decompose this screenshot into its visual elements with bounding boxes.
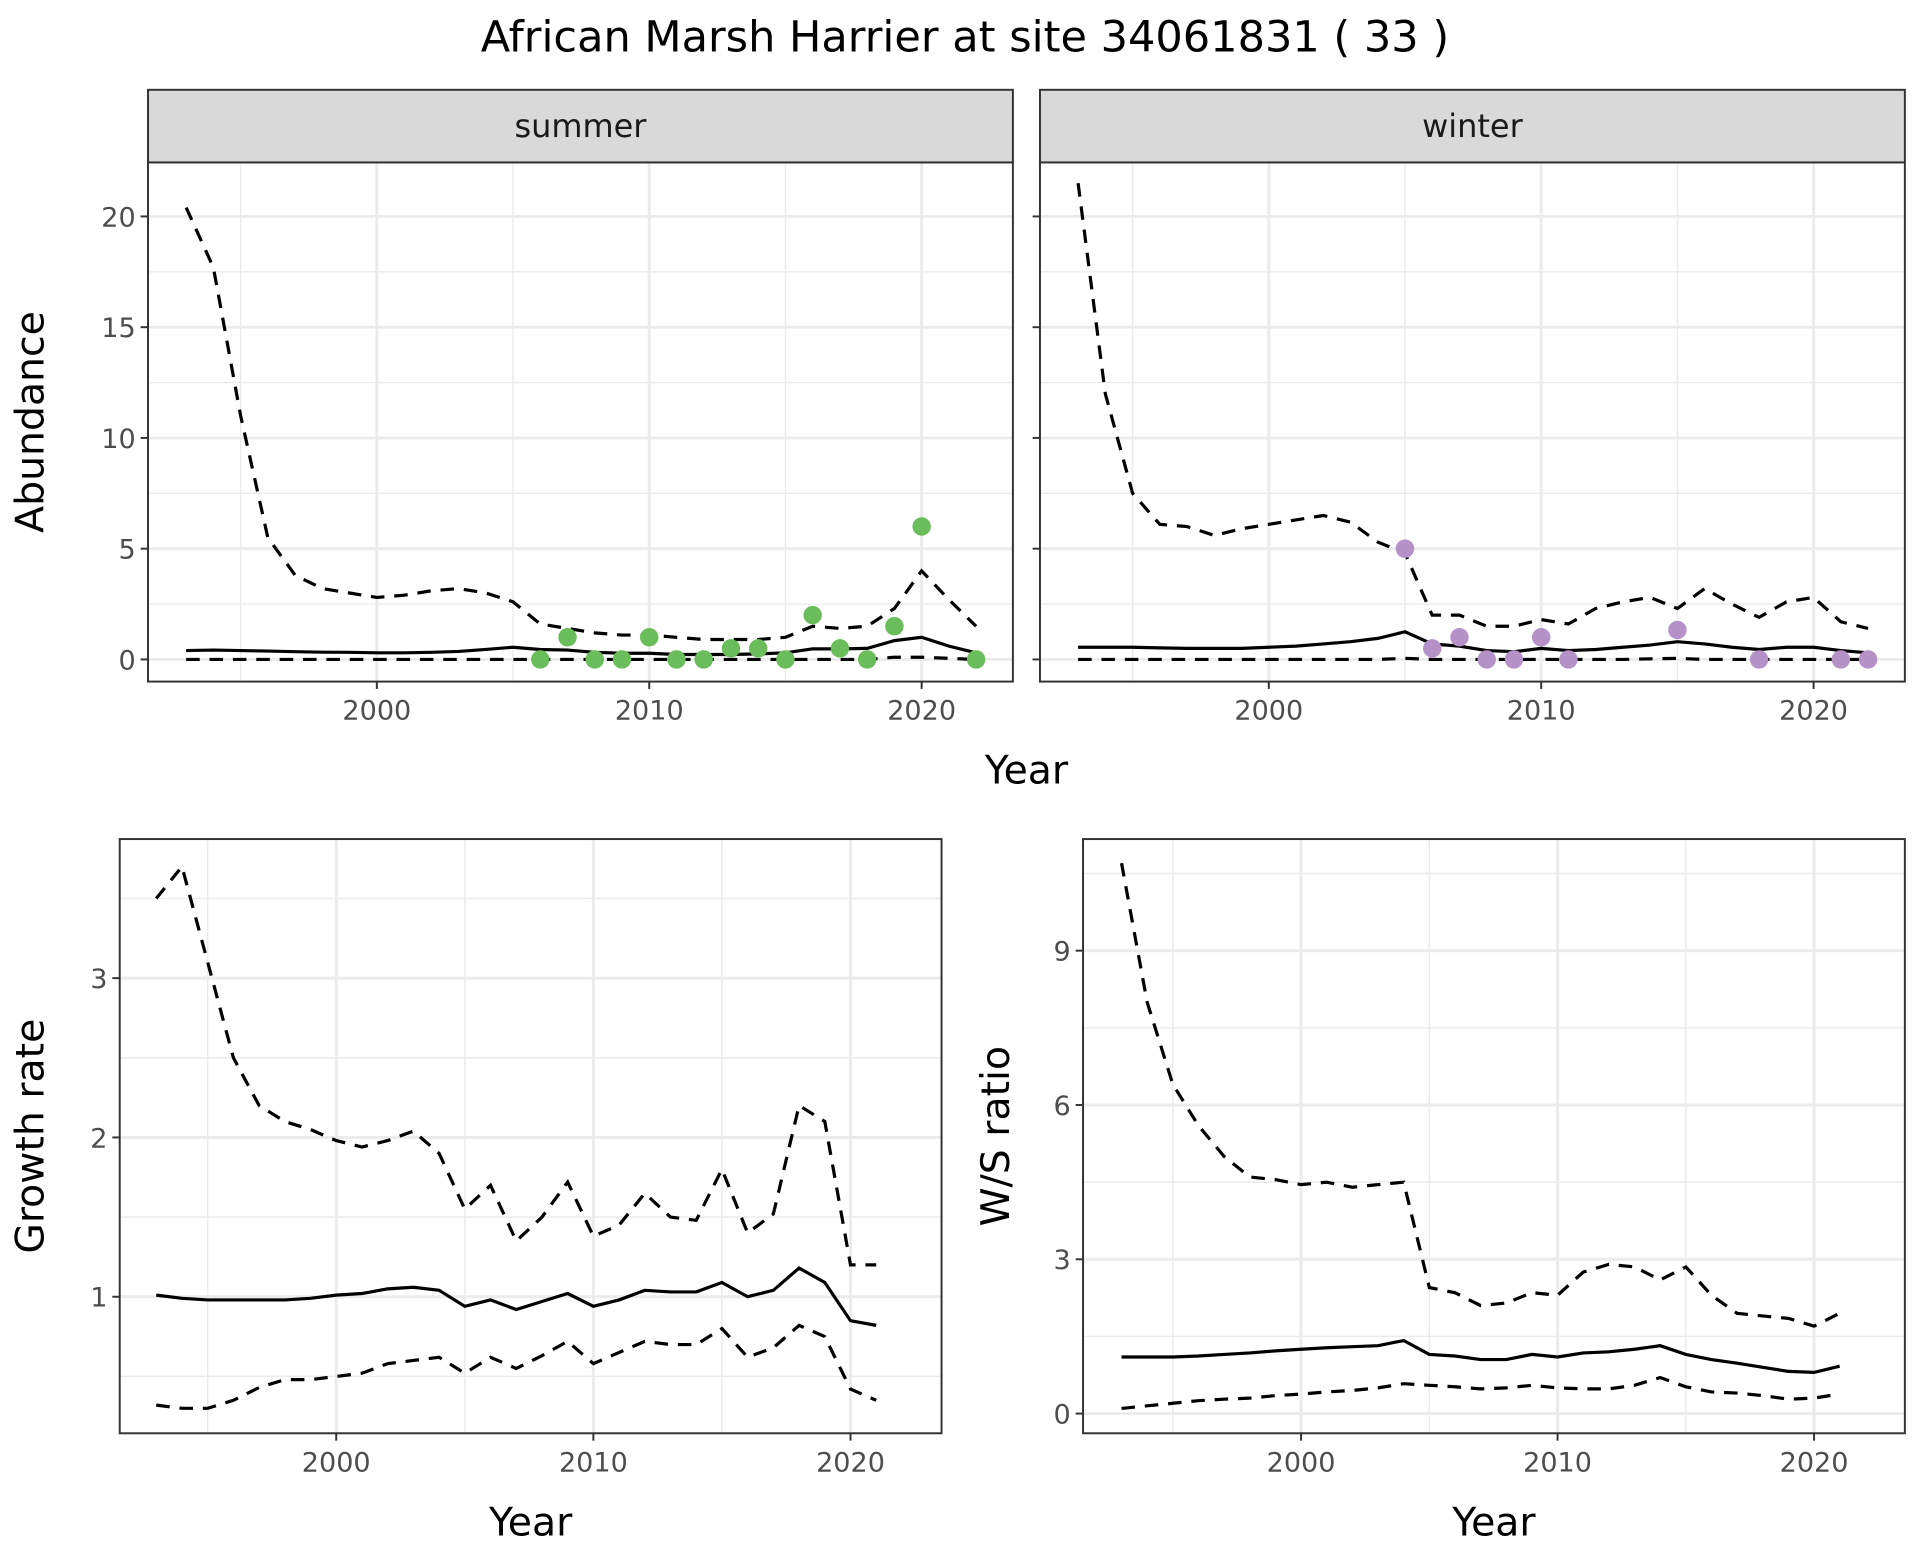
upper-bound-line [1119, 862, 1841, 1328]
observation-point [1531, 628, 1551, 647]
x-tick-label: 2000 [342, 696, 411, 727]
observation-point [585, 650, 604, 669]
x-tick-label: 2000 [302, 1447, 371, 1478]
mean-line [186, 635, 977, 657]
x-axis-title: Year [1451, 1499, 1536, 1545]
observation-point [612, 650, 632, 669]
x-tick-label: 2020 [816, 1447, 885, 1478]
x-tick-label: 2010 [559, 1447, 628, 1478]
observation-point [1749, 650, 1769, 669]
observation-point [1668, 620, 1687, 640]
y-axis-title: Growth rate [7, 1019, 53, 1254]
lower-bound-line [1121, 1375, 1840, 1411]
observation-point [857, 650, 877, 669]
panel-summer: summer 2000 2010 2020 0 5 10 15 20 Abundance [7, 88, 1014, 727]
upper-bound-line [1076, 182, 1869, 630]
observation-point [558, 628, 577, 647]
observation-point [1395, 539, 1415, 558]
y-axis-title: W/S ratio [973, 1046, 1019, 1226]
observation-point [885, 616, 904, 636]
lower-bound-line [156, 1323, 877, 1410]
observation-point [830, 639, 850, 658]
y-tick-label: 6 [1054, 1091, 1071, 1122]
observation-point [748, 639, 768, 658]
panel-border [1082, 838, 1906, 1435]
lower-bound-line [186, 655, 977, 662]
observation-point [803, 605, 822, 625]
x-tick-label: 2010 [1523, 1447, 1592, 1478]
observation-point [694, 650, 713, 669]
y-tick-label: 1 [90, 1283, 107, 1314]
observation-point [1831, 650, 1851, 669]
observation-point [721, 639, 741, 658]
observation-point [776, 650, 795, 669]
y-tick-label: 20 [101, 202, 135, 233]
x-tick-label: 2000 [1267, 1447, 1336, 1478]
facet-strip [1038, 88, 1906, 164]
mean-line [1078, 630, 1869, 655]
observation-point [1423, 639, 1442, 658]
facet-strip [147, 88, 1014, 164]
upper-bound-line [184, 206, 978, 642]
facet-strip-label: summer [514, 107, 647, 145]
mean-line [1121, 1338, 1841, 1374]
y-tick-label: 15 [101, 313, 135, 344]
lower-bound-line [1078, 656, 1869, 662]
x-tick-label: 2020 [1780, 1447, 1849, 1478]
x-axis-title-top: Year [984, 748, 1069, 794]
observation-point [1504, 650, 1524, 669]
upper-bound-line [155, 863, 877, 1267]
x-tick-label: 2000 [1234, 696, 1303, 727]
observation-point [667, 650, 686, 669]
observation-point [912, 517, 931, 536]
observation-point [640, 628, 659, 647]
mean-line [156, 1266, 877, 1327]
y-tick-label: 0 [118, 645, 135, 676]
x-tick-label: 2020 [1779, 696, 1848, 727]
y-tick-label: 3 [1054, 1245, 1071, 1276]
y-tick-label: 0 [1054, 1399, 1071, 1430]
observation-point [531, 650, 550, 669]
x-tick-label: 2010 [615, 696, 684, 727]
panel-ratio: 2000 2010 2020 0 3 6 9 Year W/S ratio [973, 838, 1906, 1545]
y-tick-label: 10 [101, 424, 135, 455]
panel-border [118, 838, 943, 1435]
panel-winter: winter 2000 2010 2020 [1032, 88, 1906, 727]
y-tick-label: 2 [90, 1123, 107, 1154]
x-tick-label: 2010 [1507, 696, 1576, 727]
x-axis-title: Year [488, 1499, 573, 1545]
y-tick-label: 5 [118, 535, 135, 566]
y-tick-label: 9 [1054, 937, 1071, 968]
observation-point [1477, 650, 1496, 669]
panel-growth: 2000 2010 2020 1 2 3 Year Growth rate [7, 838, 943, 1545]
y-axis-title: Abundance [7, 311, 53, 533]
observation-point [1559, 650, 1578, 669]
observation-point [1858, 650, 1878, 669]
x-tick-label: 2020 [887, 696, 956, 727]
y-tick-label: 3 [90, 964, 107, 995]
observation-point [1450, 628, 1469, 647]
facet-strip-label: winter [1422, 107, 1523, 145]
figure-title: African Marsh Harrier at site 34061831 (… [481, 13, 1449, 63]
observation-point [966, 650, 986, 669]
